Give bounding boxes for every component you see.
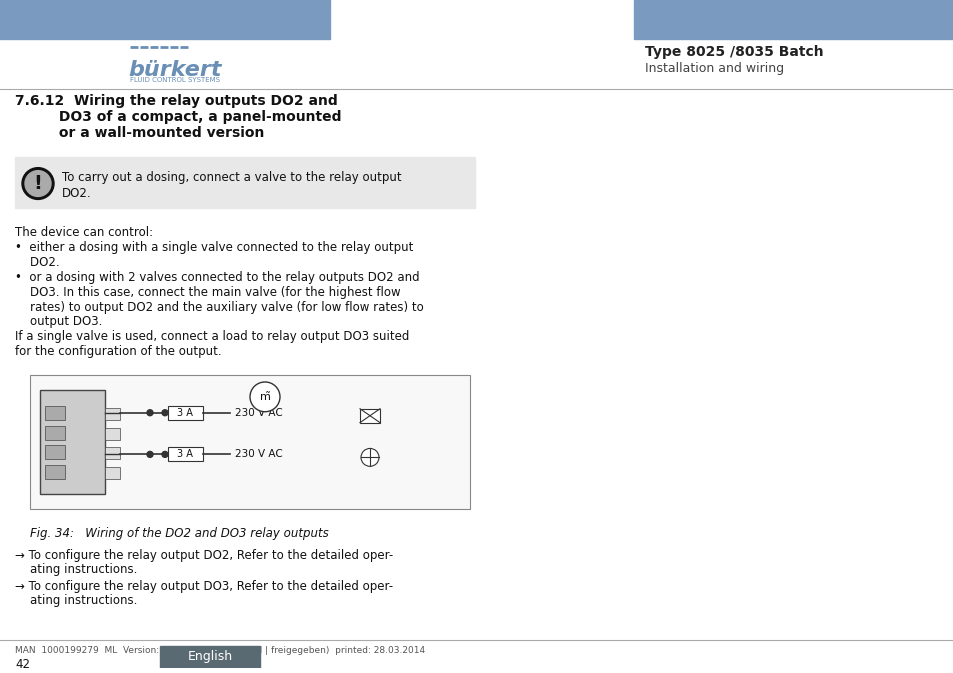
Text: → To configure the relay output DO3, Refer to the detailed oper-: → To configure the relay output DO3, Ref… — [15, 580, 393, 594]
Circle shape — [25, 171, 51, 197]
Circle shape — [250, 382, 280, 412]
Text: DO2.: DO2. — [62, 186, 91, 199]
Text: If a single valve is used, connect a load to relay output DO3 suited: If a single valve is used, connect a loa… — [15, 330, 409, 343]
Bar — [359, 409, 379, 423]
Text: •  or a dosing with 2 valves connected to the relay outputs DO2 and: • or a dosing with 2 valves connected to… — [15, 271, 419, 284]
Text: Fig. 34:   Wiring of the DO2 and DO3 relay outputs: Fig. 34: Wiring of the DO2 and DO3 relay… — [30, 527, 329, 540]
Text: m̃: m̃ — [259, 392, 270, 402]
Bar — [45, 465, 65, 479]
Bar — [105, 427, 120, 439]
Text: MAN  1000199279  ML  Version: C Status: RL (released | freigegeben)  printed: 28: MAN 1000199279 ML Version: C Status: RL … — [15, 646, 425, 655]
Text: DO3. In this case, connect the main valve (for the highest flow: DO3. In this case, connect the main valv… — [15, 286, 400, 299]
Text: 230 V AC: 230 V AC — [234, 408, 282, 418]
Text: To carry out a dosing, connect a valve to the relay output: To carry out a dosing, connect a valve t… — [62, 171, 401, 184]
Text: Type 8025 /8035 Batch: Type 8025 /8035 Batch — [644, 44, 822, 59]
Text: ating instructions.: ating instructions. — [15, 563, 137, 575]
Text: 3 A: 3 A — [177, 450, 193, 460]
Text: Installation and wiring: Installation and wiring — [644, 61, 783, 75]
Bar — [40, 390, 105, 494]
Bar — [105, 467, 120, 479]
Text: output DO3.: output DO3. — [15, 316, 102, 328]
Bar — [168, 406, 203, 420]
Text: DO3 of a compact, a panel-mounted: DO3 of a compact, a panel-mounted — [15, 110, 341, 124]
Circle shape — [360, 448, 378, 466]
Text: 7.6.12  Wiring the relay outputs DO2 and: 7.6.12 Wiring the relay outputs DO2 and — [15, 94, 337, 108]
Circle shape — [162, 410, 168, 416]
Text: → To configure the relay output DO2, Refer to the detailed oper-: → To configure the relay output DO2, Ref… — [15, 548, 393, 562]
Bar — [634, 0, 953, 38]
Text: 3 A: 3 A — [177, 408, 193, 418]
Bar — [105, 448, 120, 460]
Bar — [45, 406, 65, 420]
Bar — [30, 375, 470, 509]
Text: FLUID CONTROL SYSTEMS: FLUID CONTROL SYSTEMS — [130, 77, 220, 83]
Circle shape — [22, 168, 54, 199]
Bar — [45, 425, 65, 439]
Text: for the configuration of the output.: for the configuration of the output. — [15, 345, 221, 358]
Circle shape — [147, 410, 152, 416]
Text: English: English — [187, 650, 233, 664]
Bar — [0, 0, 330, 38]
Text: DO2.: DO2. — [15, 256, 60, 269]
Text: 42: 42 — [15, 658, 30, 671]
Text: or a wall-mounted version: or a wall-mounted version — [15, 126, 264, 140]
Bar — [168, 448, 203, 461]
Text: !: ! — [33, 174, 42, 193]
Bar — [15, 157, 475, 209]
Text: The device can control:: The device can control: — [15, 226, 153, 239]
Text: 230 V AC: 230 V AC — [234, 450, 282, 460]
Bar — [105, 408, 120, 420]
Circle shape — [162, 452, 168, 458]
Text: bürkert: bürkert — [128, 59, 221, 79]
Text: rates) to output DO2 and the auxiliary valve (for low flow rates) to: rates) to output DO2 and the auxiliary v… — [15, 301, 423, 314]
Circle shape — [147, 452, 152, 458]
Bar — [45, 446, 65, 460]
Bar — [160, 646, 260, 668]
Text: •  either a dosing with a single valve connected to the relay output: • either a dosing with a single valve co… — [15, 241, 413, 254]
Text: ating instructions.: ating instructions. — [15, 594, 137, 607]
